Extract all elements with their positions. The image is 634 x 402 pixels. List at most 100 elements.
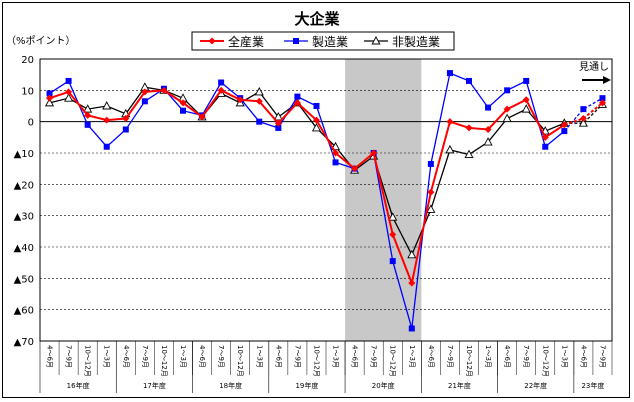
data-point [103, 143, 110, 150]
x-tick-label: 10～12月 [84, 345, 92, 377]
series-2 [46, 70, 606, 332]
series-3 [44, 82, 608, 259]
x-tick-label: 10～12月 [541, 345, 549, 377]
x-tick-label: 10～12月 [389, 345, 397, 377]
data-point [122, 126, 129, 133]
series-line [49, 89, 565, 287]
data-point [407, 249, 417, 259]
y-tick-label: ▲10 [14, 149, 34, 160]
data-point [351, 165, 359, 173]
data-point [466, 77, 472, 84]
chart-frame [2, 2, 630, 398]
data-point [332, 149, 340, 157]
x-tick-label: 7～9月 [598, 345, 606, 368]
x-tick-label: 7～9月 [370, 345, 378, 368]
data-point [102, 101, 112, 110]
data-point [446, 70, 453, 77]
data-point [254, 86, 264, 96]
y-axis-unit-label: （%ポイント） [6, 35, 76, 47]
data-point [464, 149, 474, 159]
data-point [332, 159, 339, 166]
shaded-period [345, 59, 422, 341]
data-point [141, 88, 149, 96]
x-tick-label: 1～3月 [332, 345, 340, 368]
x-tick-label: 4～6月 [503, 345, 511, 368]
data-point [446, 118, 454, 126]
data-point [236, 96, 244, 104]
data-point [465, 124, 473, 132]
data-point [313, 103, 320, 109]
data-point [389, 258, 396, 265]
series-line [49, 72, 565, 329]
data-point [180, 107, 186, 114]
x-tick-label: 1～3月 [408, 345, 416, 368]
data-point [599, 95, 606, 102]
data-point [502, 113, 512, 122]
data-point [426, 204, 436, 213]
data-point [370, 149, 378, 157]
data-point [523, 77, 530, 84]
data-point [427, 188, 435, 196]
x-tick-label: 10～12月 [465, 345, 473, 377]
x-tick-label: 1～3月 [560, 345, 568, 368]
data-point [84, 121, 91, 128]
x-tick-label: 10～12月 [236, 345, 244, 377]
data-point [46, 94, 54, 102]
data-point [521, 104, 531, 113]
forecast-arrow-head [603, 76, 611, 84]
data-point [179, 99, 187, 107]
data-point [427, 160, 434, 167]
chart-title: 大企業 [294, 10, 340, 28]
x-tick-label: 4～6月 [351, 345, 359, 368]
data-point [560, 121, 568, 129]
data-point [388, 212, 398, 221]
data-point [485, 104, 492, 111]
y-tick-label: ▲30 [14, 212, 34, 223]
x-tick-label: 1～3月 [179, 345, 187, 368]
data-point [312, 116, 320, 124]
data-point [504, 87, 511, 94]
data-point [46, 90, 53, 97]
data-point [389, 230, 397, 238]
data-point [598, 99, 606, 107]
fiscal-year-label: 23年度 [581, 381, 604, 390]
data-point [311, 122, 322, 132]
y-tick-label: ▲40 [14, 243, 34, 254]
x-tick-label: 4～6月 [198, 345, 206, 368]
data-point [141, 98, 148, 105]
data-point [294, 93, 301, 100]
x-tick-label: 7～9月 [522, 345, 530, 368]
y-tick-label: ▲50 [14, 274, 34, 285]
data-point [522, 96, 530, 104]
y-tick-label: ▲20 [14, 180, 34, 191]
data-point [579, 115, 587, 123]
x-tick-label: 7～9月 [141, 345, 149, 368]
x-tick-label: 4～6月 [122, 345, 130, 368]
y-tick-label: ▲70 [14, 337, 34, 348]
data-point [561, 128, 568, 135]
fiscal-year-label: 18年度 [219, 381, 242, 390]
data-point [84, 111, 92, 119]
data-point [371, 36, 381, 45]
data-point [208, 37, 216, 45]
data-point [578, 118, 588, 127]
data-point [103, 116, 111, 124]
data-point [541, 133, 549, 141]
x-tick-label: 1～3月 [484, 345, 492, 368]
data-point [483, 137, 493, 146]
data-point [580, 106, 587, 113]
data-point [218, 79, 225, 86]
x-tick-label: 4～6月 [46, 345, 54, 368]
data-point [542, 143, 549, 150]
legend-box [191, 31, 455, 51]
data-point [503, 105, 511, 113]
fiscal-year-label: 19年度 [295, 381, 318, 390]
plot-area: 20 10 0 ▲10 ▲20 ▲30 ▲40 ▲50 ▲60 ▲70 4～6月 7～9月 10～12月… [14, 55, 613, 393]
x-tick-label: 10～12月 [160, 345, 168, 377]
data-point [64, 93, 74, 102]
data-point [217, 86, 225, 94]
fiscal-year-label: 21年度 [448, 381, 471, 390]
legend-label: 非製造業 [392, 35, 440, 49]
data-point [275, 124, 282, 131]
